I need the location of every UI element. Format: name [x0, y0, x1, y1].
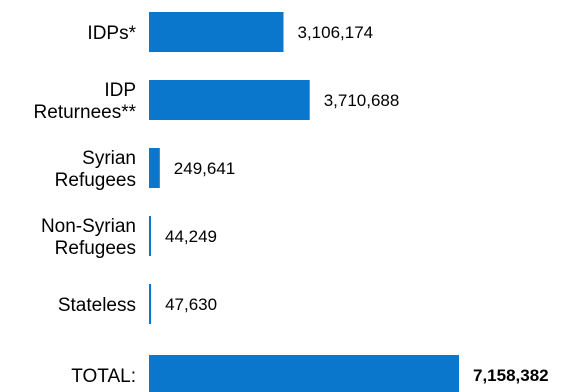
value-label-4: 47,630 — [165, 295, 217, 314]
category-label-3: Non-Syrian Refugees — [41, 216, 136, 259]
bar-2 — [149, 148, 160, 188]
category-label-line: IDPs* — [87, 23, 136, 44]
category-label-line: Refugees — [55, 170, 136, 191]
value-label-0: 3,106,174 — [298, 23, 374, 42]
bar-3 — [149, 216, 151, 256]
category-label-1: IDP Returnees** — [34, 80, 137, 123]
category-label-4: Stateless — [58, 295, 136, 316]
value-label-1: 3,710,688 — [324, 91, 400, 110]
value-label-2: 249,641 — [174, 159, 235, 178]
bar-5 — [149, 355, 459, 392]
value-label-5: 7,158,382 — [473, 366, 549, 385]
bar-1 — [149, 80, 310, 120]
value-label-3: 44,249 — [165, 227, 217, 246]
category-label-line: Syrian — [82, 148, 136, 169]
category-label-line: Returnees** — [34, 102, 137, 123]
bar-0 — [149, 12, 284, 52]
category-label-line: Refugees — [55, 238, 136, 259]
category-label-5: TOTAL: — [71, 366, 136, 387]
category-label-0: IDPs* — [87, 23, 136, 44]
category-label-line: Non-Syrian — [41, 216, 136, 237]
category-label-2: Syrian Refugees — [55, 148, 136, 191]
category-label-line: IDP — [104, 80, 136, 101]
category-label-line: TOTAL: — [71, 366, 136, 387]
bar-4 — [149, 284, 152, 324]
category-label-line: Stateless — [58, 295, 136, 316]
